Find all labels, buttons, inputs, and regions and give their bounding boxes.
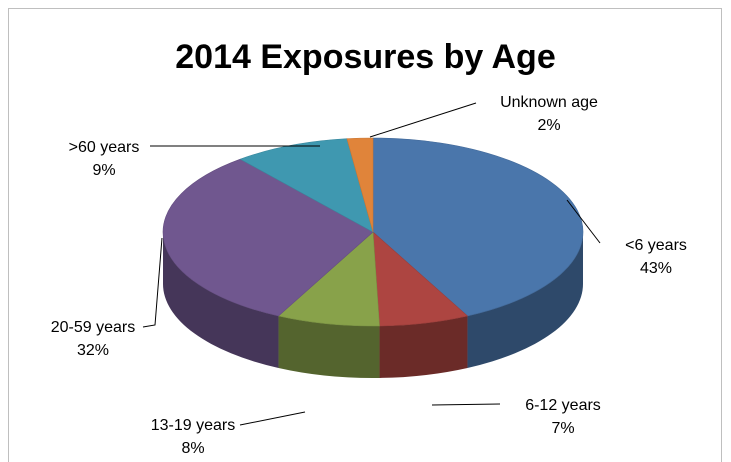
data-label-category: 20-59 years <box>51 319 136 336</box>
data-label-value: 43% <box>640 260 672 277</box>
pie-slice <box>346 137 374 233</box>
data-label-value: 8% <box>181 440 204 457</box>
data-label-category: >60 years <box>69 139 140 156</box>
chart-title: 2014 Exposures by Age <box>175 38 556 76</box>
pie-slice-side-3 <box>163 232 279 368</box>
data-label-category: 13-19 years <box>151 417 236 434</box>
data-label-value: 32% <box>77 342 109 359</box>
pie-slice <box>162 158 374 317</box>
pie-slice-side-1 <box>379 315 468 378</box>
data-label-category: Unknown age <box>500 94 598 111</box>
pie-slice-side-0 <box>467 232 583 368</box>
data-label-value: 2% <box>537 117 560 134</box>
leader-line <box>142 237 163 328</box>
pie-slice <box>372 137 584 317</box>
leader-line <box>239 411 306 426</box>
pie-slice-side-2 <box>278 315 380 378</box>
data-label-value: 7% <box>551 420 574 437</box>
leader-line <box>566 199 601 244</box>
leader-line <box>431 403 501 406</box>
data-label-value: 9% <box>92 162 115 179</box>
leader-line <box>369 102 477 138</box>
data-label-category: 6-12 years <box>525 397 601 414</box>
data-label-category: <6 years <box>625 237 687 254</box>
pie-slice <box>277 231 380 327</box>
